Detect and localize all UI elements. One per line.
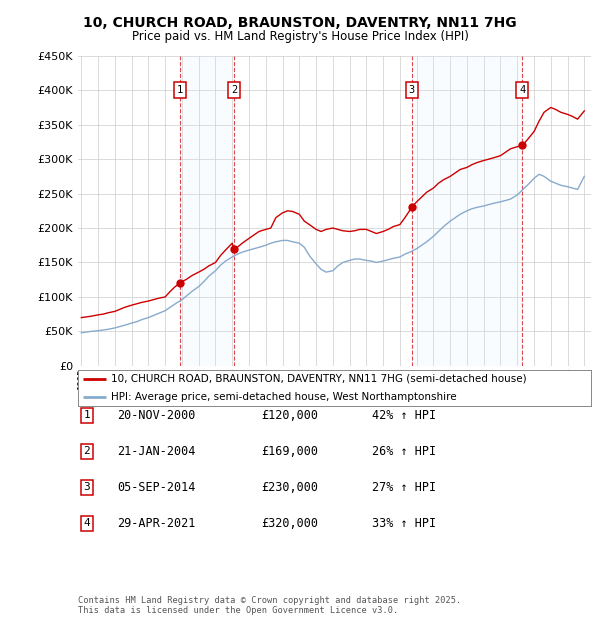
Text: 27% ↑ HPI: 27% ↑ HPI [372, 481, 436, 494]
Text: 21-JAN-2004: 21-JAN-2004 [117, 445, 196, 458]
Bar [180, 56, 234, 366]
Text: £320,000: £320,000 [261, 517, 318, 529]
Text: 42% ↑ HPI: 42% ↑ HPI [372, 409, 436, 422]
Text: 3: 3 [409, 85, 415, 95]
Text: HPI: Average price, semi-detached house, West Northamptonshire: HPI: Average price, semi-detached house,… [112, 392, 457, 402]
Text: 10, CHURCH ROAD, BRAUNSTON, DAVENTRY, NN11 7HG (semi-detached house): 10, CHURCH ROAD, BRAUNSTON, DAVENTRY, NN… [112, 374, 527, 384]
Text: Contains HM Land Registry data © Crown copyright and database right 2025.
This d: Contains HM Land Registry data © Crown c… [78, 596, 461, 615]
Text: 2: 2 [231, 85, 237, 95]
Text: 4: 4 [83, 518, 91, 528]
Text: £169,000: £169,000 [261, 445, 318, 458]
Text: £230,000: £230,000 [261, 481, 318, 494]
Text: 29-APR-2021: 29-APR-2021 [117, 517, 196, 529]
Text: 26% ↑ HPI: 26% ↑ HPI [372, 445, 436, 458]
Text: 05-SEP-2014: 05-SEP-2014 [117, 481, 196, 494]
Text: 10, CHURCH ROAD, BRAUNSTON, DAVENTRY, NN11 7HG: 10, CHURCH ROAD, BRAUNSTON, DAVENTRY, NN… [83, 16, 517, 30]
Bar [412, 56, 522, 366]
Text: 33% ↑ HPI: 33% ↑ HPI [372, 517, 436, 529]
Text: 1: 1 [83, 410, 91, 420]
Text: 2: 2 [83, 446, 91, 456]
Text: 20-NOV-2000: 20-NOV-2000 [117, 409, 196, 422]
Text: Price paid vs. HM Land Registry's House Price Index (HPI): Price paid vs. HM Land Registry's House … [131, 30, 469, 43]
Text: 3: 3 [83, 482, 91, 492]
Text: £120,000: £120,000 [261, 409, 318, 422]
Text: 4: 4 [519, 85, 526, 95]
Text: 1: 1 [177, 85, 184, 95]
